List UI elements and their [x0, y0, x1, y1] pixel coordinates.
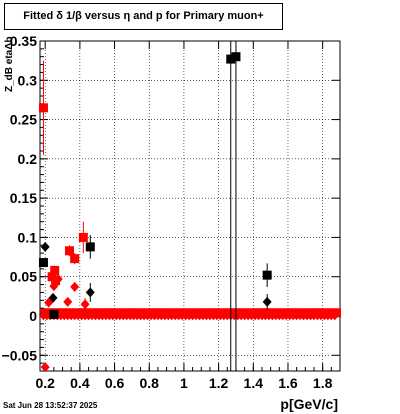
chart-title: Fitted δ 1/β versus η and p for Primary …: [23, 10, 264, 22]
timestamp: Sat Jun 28 13:52:37 2025: [3, 401, 98, 410]
y-tick-label: −0.05: [2, 347, 38, 363]
x-tick-label: 0.8: [140, 375, 160, 391]
series-2-point: [50, 265, 60, 275]
y-tick-label: 0: [29, 308, 37, 324]
y-tick-label: 0.3: [18, 72, 38, 88]
series-0-point: [226, 54, 236, 64]
x-tick-label: 0.2: [35, 375, 55, 391]
series-3-point: [53, 274, 63, 285]
y-tick-label: 0.2: [18, 151, 38, 167]
x-tick-label: 1.8: [313, 375, 333, 391]
series-3-point: [70, 281, 80, 292]
series-0-point: [262, 270, 272, 280]
x-tick-label: 1.4: [244, 375, 264, 391]
series-0-point: [38, 258, 48, 268]
y-tick-label: 0.05: [10, 269, 37, 285]
x-axis-label: p[GeV/c]: [280, 396, 338, 412]
x-tick-label: 0.4: [70, 375, 90, 391]
x-tick-label: 0.6: [105, 375, 125, 391]
series-3-point: [49, 281, 59, 292]
title-box: Fitted δ 1/β versus η and p for Primary …: [4, 3, 283, 30]
band-red-square: [332, 308, 342, 318]
series-2-point: [70, 254, 80, 264]
series-3-point: [44, 297, 54, 308]
plot-frame: [39, 40, 341, 372]
series-0-point: [231, 52, 241, 62]
series-1-point: [85, 287, 95, 298]
series-1-point: [40, 241, 50, 252]
x-tick-label: 1.2: [209, 375, 229, 391]
series-3-point: [40, 362, 50, 373]
x-tick-label: 1.6: [278, 375, 298, 391]
y-tick-label: 0.35: [10, 33, 37, 49]
series-2-point: [38, 103, 48, 113]
series-3-point: [80, 299, 90, 310]
series-2-point: [78, 232, 88, 242]
series-2-point: [64, 246, 74, 256]
y-tick-label: 0.15: [10, 190, 37, 206]
x-tick-label: 1: [180, 375, 188, 391]
y-tick-label: 0.1: [18, 229, 38, 245]
grid-lines: [40, 40, 340, 371]
series-1-point: [262, 296, 272, 307]
axes: 0.2 0.4 0.6 0.8 1 1.2 1.4 1.6 1.8 −0.05 0 0.05 0.1 0.…: [2, 33, 340, 391]
series-0-point: [85, 242, 95, 252]
series-3-point: [63, 296, 73, 307]
y-axis-label: Z_dB etaΔb: [4, 36, 15, 92]
series-0-point: [49, 309, 59, 319]
data-points: [38, 41, 342, 373]
y-tick-label: 0.25: [10, 112, 37, 128]
